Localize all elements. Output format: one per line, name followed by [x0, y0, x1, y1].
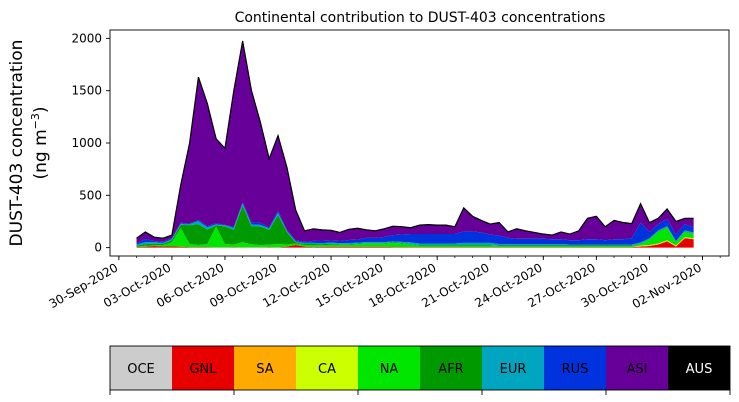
legend-frame [109, 345, 731, 391]
y-tick-label: 2000 [71, 31, 102, 45]
legend-swatch-oce [110, 346, 172, 390]
legend-label-eur: EUR [500, 362, 527, 377]
y-tick-label: 0 [94, 241, 102, 255]
y-axis-unit-prefix: (ng m [31, 129, 51, 179]
area-afr [136, 205, 694, 247]
legend-label-rus: RUS [562, 362, 589, 377]
legend-swatch-na [358, 346, 420, 390]
area-sa [136, 237, 694, 248]
y-axis-unit-suffix: ) [31, 106, 51, 113]
legend-swatch-gnl [172, 346, 234, 390]
area-na [136, 226, 694, 248]
legend-swatch-ca [296, 346, 358, 390]
y-axis-label-line2: (ng m−3) [29, 106, 51, 179]
chart-title: Continental contribution to DUST-403 con… [235, 10, 606, 26]
y-axis-unit-exponent: −3 [29, 113, 42, 129]
legend-swatch-rus [544, 346, 606, 390]
y-axis-label-line1: DUST-403 concentration [7, 40, 27, 247]
y-tick-label: 1000 [71, 136, 102, 150]
legend-label-na: NA [380, 362, 399, 377]
legend-label-ca: CA [318, 362, 336, 377]
area-rus [136, 202, 694, 245]
legend-label-asi: ASI [627, 362, 648, 377]
legend-label-afr: AFR [438, 362, 463, 377]
legend-swatch-afr [420, 346, 482, 390]
legend-label-gnl: GNL [189, 362, 217, 377]
legend-label-sa: SA [256, 362, 273, 377]
total-line [136, 40, 694, 239]
plot-areas [136, 40, 694, 248]
legend-swatch-sa [234, 346, 296, 390]
legend-swatch-asi [606, 346, 668, 390]
legend: OCE GNL SA CA NA AFR EUR RUS ASI AUS [109, 345, 731, 395]
area-asi [136, 40, 694, 244]
legend-swatch-eur [482, 346, 544, 390]
y-axis-label: DUST-403 concentration (ng m−3) [7, 40, 51, 247]
legend-label-aus: AUS [686, 362, 713, 377]
y-tick-label: 500 [79, 188, 102, 202]
plot-axes: 050010001500200030-Sep-202003-Oct-202006… [47, 29, 730, 311]
legend-swatch-aus [668, 346, 730, 390]
legend-label-oce: OCE [127, 362, 155, 377]
y-tick-label: 1500 [71, 84, 102, 98]
